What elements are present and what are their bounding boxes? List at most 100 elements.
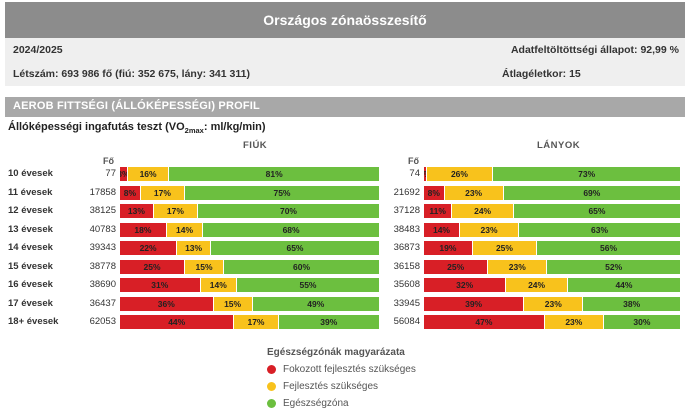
bar-segment-red: 8%: [424, 185, 445, 200]
count-girls: 21692: [393, 186, 420, 198]
bar-segment-red: 32%: [424, 278, 507, 292]
bar-segment-yellow: 24%: [506, 278, 568, 292]
count-girls: 33945: [393, 297, 420, 309]
bar-segment-yellow: 16%: [127, 167, 170, 181]
count-boys: 62053: [89, 316, 116, 327]
bar-segment-red: 36%: [120, 296, 214, 311]
bar-segment-green: 68%: [203, 222, 380, 237]
bar-segment-yellow: 25%: [472, 241, 538, 255]
bar-segment-green: 75%: [184, 185, 380, 200]
bar-segment-yellow: 13%: [177, 241, 211, 255]
bar-girls: 14% 23% 63%: [424, 222, 681, 237]
headcount: Létszám: 693 986 fő (fiú: 352 675, lány:…: [13, 68, 250, 80]
bar-boys: 31% 14% 55%: [120, 278, 380, 292]
count-boys: 39343: [89, 242, 116, 253]
bar-girls: 25% 23% 52%: [424, 259, 681, 274]
row-label: 13 évesek: [8, 223, 53, 235]
section-header: AEROB FITTSÉGI (ÁLLÓKÉPESSÉGI) PROFIL: [5, 97, 685, 117]
bar-boys: 25% 15% 60%: [120, 259, 380, 274]
bar-boys: 3%16%81%: [120, 167, 380, 181]
bar-segment-green: 49%: [252, 296, 380, 311]
chart-title-prefix: Állóképességi ingafutás teszt (VO: [8, 121, 185, 133]
bar-segment-green: 38%: [583, 296, 681, 311]
bar-segment-red: 22%: [120, 241, 178, 255]
data-status: Adatfeltöltöttségi állapot: 92,99 %: [510, 44, 679, 56]
bar-segment-red: 47%: [424, 315, 545, 329]
bar-girls: 32% 24% 44%: [424, 278, 681, 292]
bar-segment-red: 31%: [120, 278, 201, 292]
bar-segment-green: 52%: [547, 259, 681, 274]
bar-segment-yellow: 14%: [166, 222, 204, 237]
count-boys: 36437: [89, 297, 116, 309]
bar-segment-red: 13%: [120, 204, 154, 218]
bar-segment-green: 55%: [236, 278, 380, 292]
report-title: Országos zónaösszesítő: [5, 2, 685, 38]
bar-girls: 39% 23% 38%: [424, 296, 681, 311]
count-girls: 38483: [393, 223, 420, 235]
count-boys: 38690: [89, 279, 116, 290]
green-dot-icon: [267, 399, 276, 408]
count-boys: 38778: [89, 260, 116, 272]
count-girls: 56084: [393, 316, 420, 327]
bar-segment-yellow: 26%: [426, 167, 494, 181]
bar-boys: 44% 17% 39%: [120, 315, 380, 329]
group-title-boys: FIÚK: [243, 140, 268, 151]
legend-title: Egészségzónák magyarázata: [267, 347, 405, 358]
bar-girls: 47% 23% 30%: [424, 315, 681, 329]
bar-boys: 13% 17% 70%: [120, 204, 380, 218]
bar-segment-green: 65%: [210, 241, 380, 255]
legend-item-red: Fokozott fejlesztés szükséges: [267, 364, 416, 375]
school-year: 2024/2025: [13, 44, 63, 56]
row-label: 12 évesek: [8, 205, 53, 216]
bar-boys: 8% 17% 75%: [120, 185, 380, 200]
row-label: 15 évesek: [8, 260, 53, 272]
average-age: Átlagéletkor: 15: [502, 68, 581, 80]
row-label: 18+ évesek: [8, 316, 59, 327]
bar-segment-green: 69%: [503, 185, 681, 200]
bar-segment-yellow: 24%: [452, 204, 514, 218]
row-label: 14 évesek: [8, 242, 53, 253]
bar-segment-green: 39%: [278, 315, 380, 329]
bar-boys: 36% 15% 49%: [120, 296, 380, 311]
row-label: 16 évesek: [8, 279, 53, 290]
bar-segment-yellow: 15%: [185, 259, 224, 274]
legend-label-red: Fokozott fejlesztés szükséges: [283, 364, 416, 375]
bar-boys: 22% 13% 65%: [120, 241, 380, 255]
chart-title-subscript: 2max: [184, 126, 204, 136]
bar-segment-red: 25%: [120, 259, 185, 274]
bar-segment-red: 19%: [424, 241, 473, 255]
bar-girls: 8% 23% 69%: [424, 185, 681, 200]
legend-item-green: Egészségzóna: [267, 398, 349, 409]
count-boys: 40783: [89, 223, 116, 235]
section-title: AEROB FITTSÉGI (ÁLLÓKÉPESSÉGI) PROFIL: [13, 100, 260, 112]
count-girls: 37128: [393, 205, 420, 216]
bar-segment-yellow: 23%: [524, 296, 584, 311]
bar-boys: 18% 14% 68%: [120, 222, 380, 237]
bar-segment-green: 30%: [603, 315, 681, 329]
bar-segment-green: 70%: [197, 204, 380, 218]
report-title-text: Országos zónaösszesítő: [263, 12, 427, 28]
red-dot-icon: [267, 365, 276, 374]
bar-segment-green: 60%: [224, 259, 380, 274]
bar-segment-yellow: 23%: [459, 222, 520, 237]
bar-segment-red: 11%: [424, 204, 453, 218]
legend-label-yellow: Fejlesztés szükséges: [283, 381, 379, 392]
bar-segment-green: 44%: [567, 278, 681, 292]
bar-segment-yellow: 15%: [213, 296, 253, 311]
bar-segment-red: 3%: [120, 167, 128, 181]
count-header-boys: Fő: [103, 156, 114, 166]
row-label: 11 évesek: [8, 186, 53, 198]
bar-girls: 19% 25% 56%: [424, 241, 681, 255]
yellow-dot-icon: [267, 382, 276, 391]
count-girls: 36873: [393, 242, 420, 253]
bar-segment-yellow: 23%: [544, 315, 604, 329]
bar-segment-green: 81%: [169, 167, 380, 181]
bar-segment-yellow: 23%: [444, 185, 504, 200]
bar-segment-red: 1%: [424, 167, 427, 181]
count-girls: 74: [409, 168, 420, 179]
bar-segment-yellow: 17%: [234, 315, 279, 329]
bar-segment-green: 63%: [519, 222, 681, 237]
bar-girls: 11% 24% 65%: [424, 204, 681, 218]
count-girls: 35608: [393, 279, 420, 290]
bar-segment-yellow: 14%: [200, 278, 237, 292]
